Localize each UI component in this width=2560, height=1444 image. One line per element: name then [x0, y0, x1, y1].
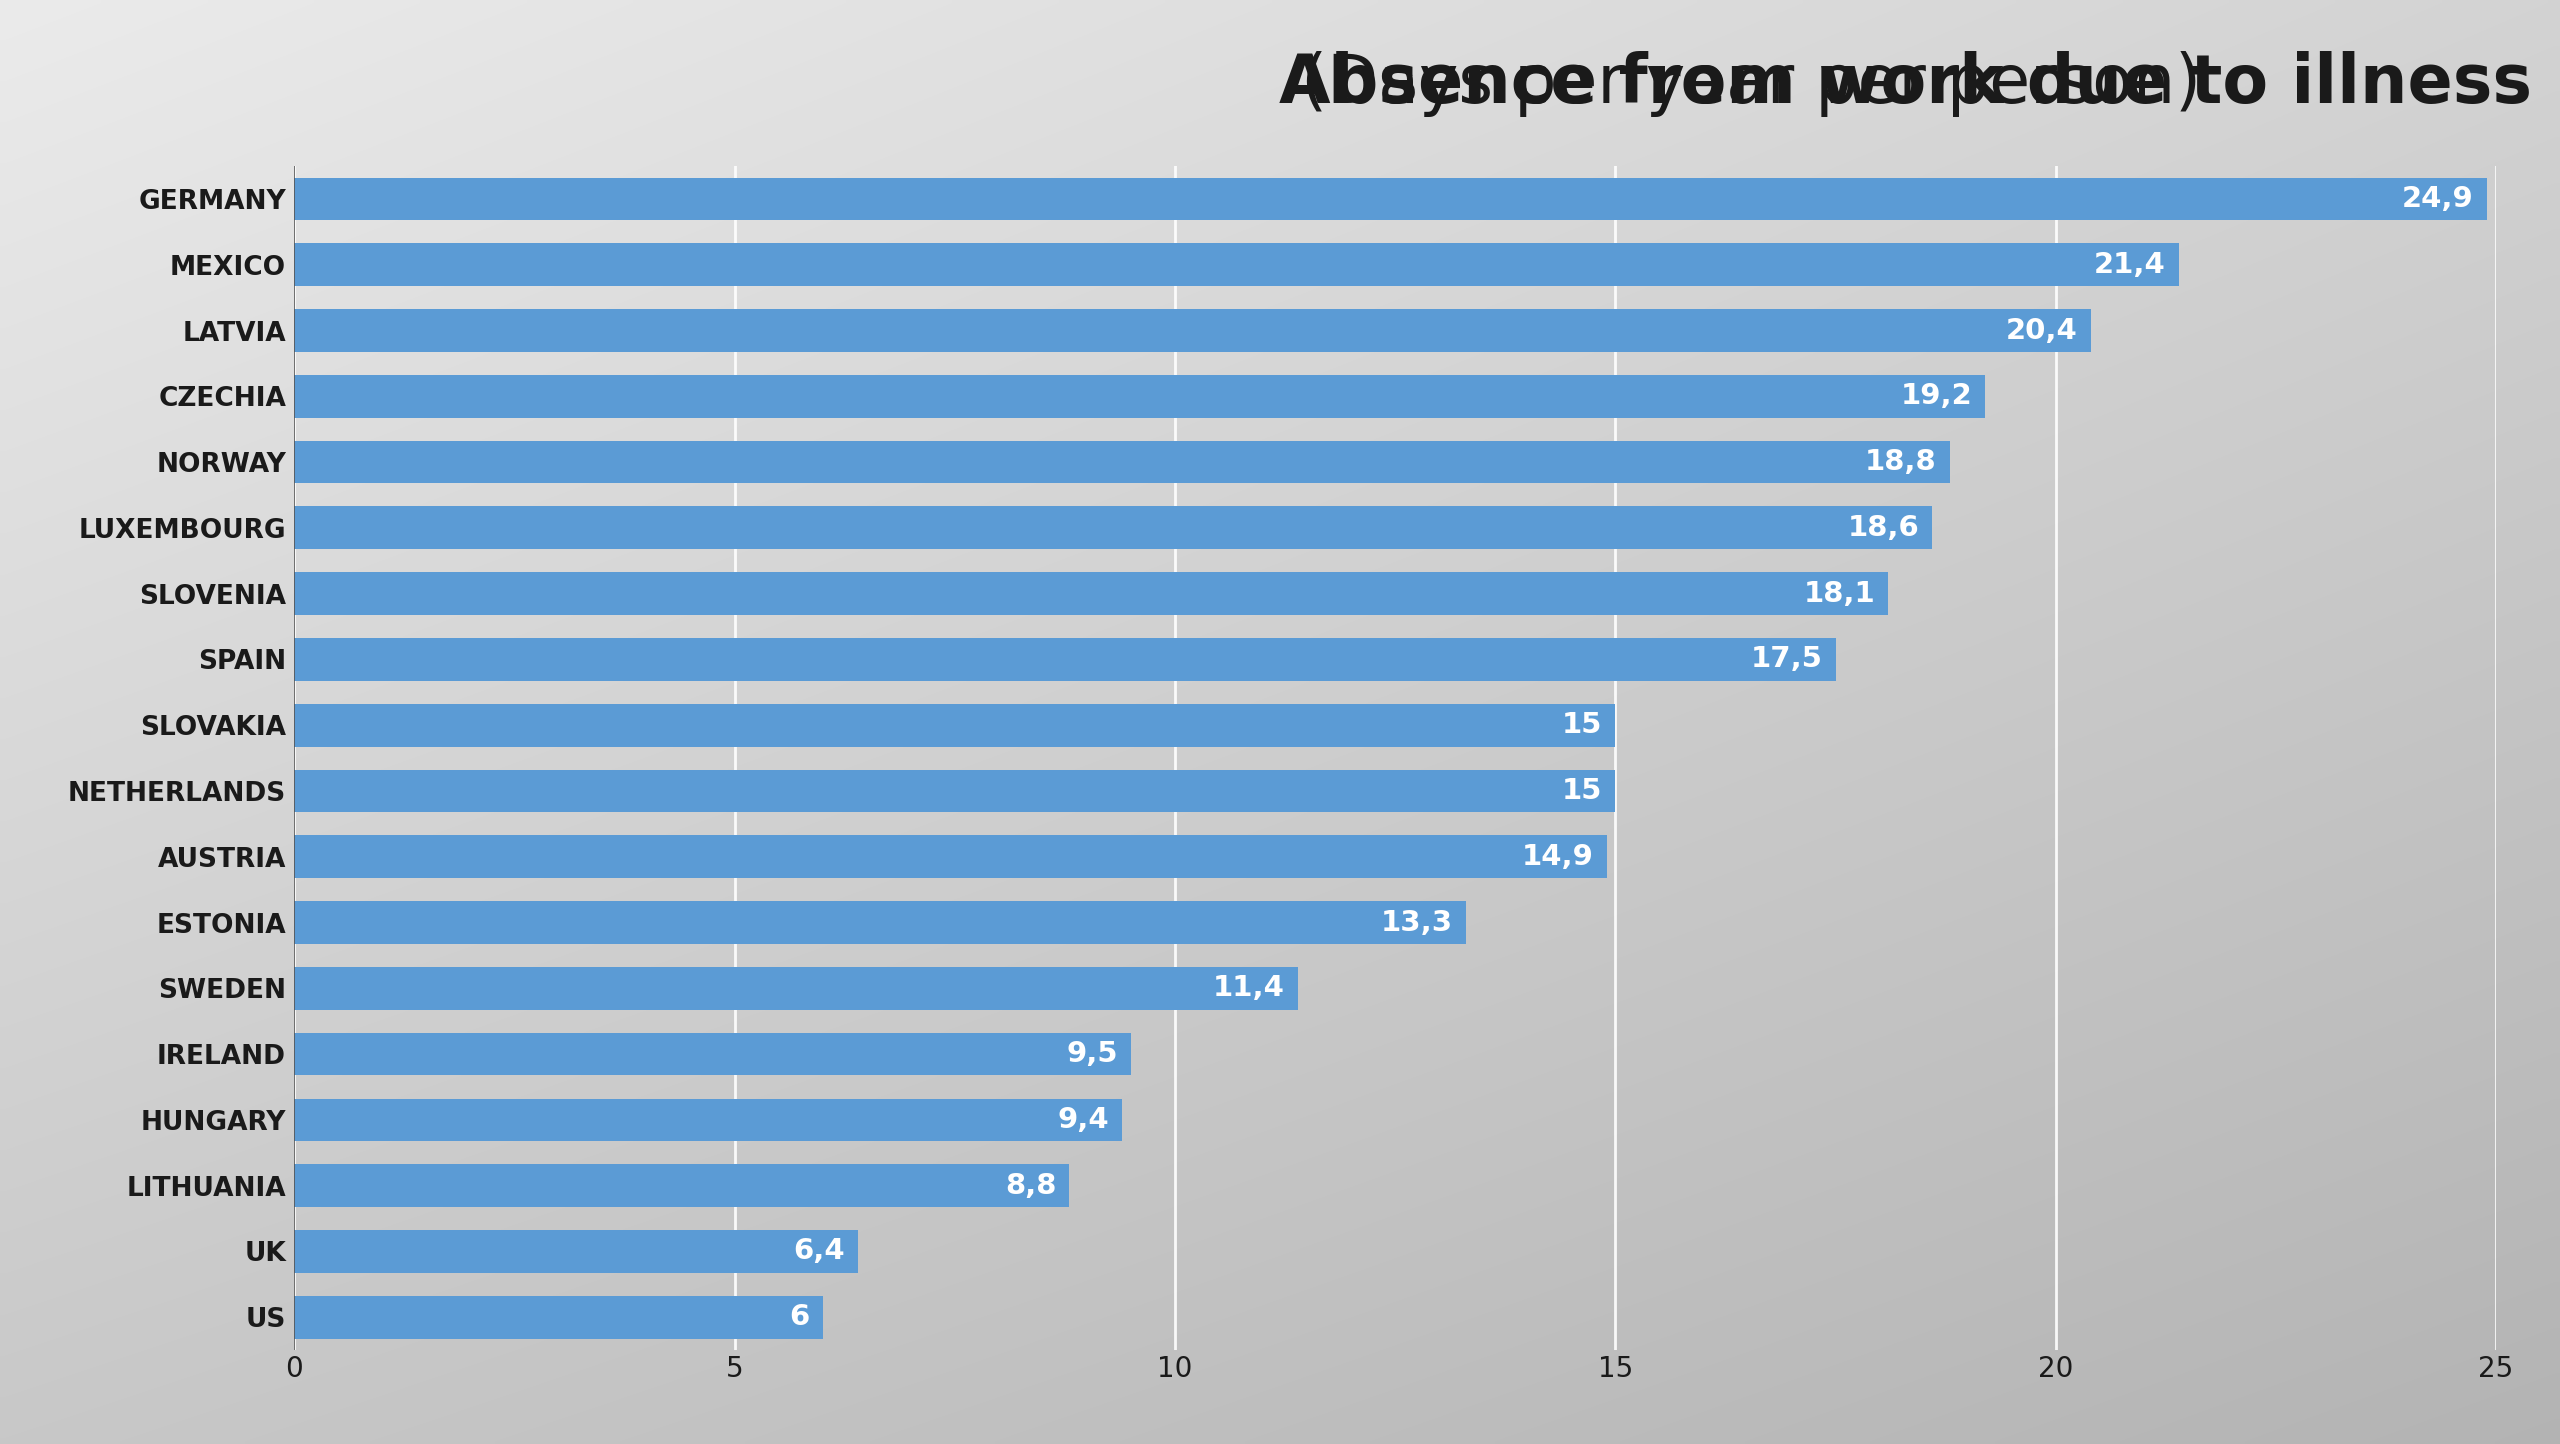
Bar — [294, 967, 1298, 1009]
Bar — [294, 1032, 1132, 1076]
Text: 20,4: 20,4 — [2007, 316, 2079, 345]
Bar — [294, 178, 2488, 221]
Bar — [294, 440, 1951, 484]
Bar — [294, 638, 1836, 680]
Bar — [294, 375, 1984, 417]
Text: 18,1: 18,1 — [1802, 579, 1874, 608]
Bar — [294, 244, 2179, 286]
Bar — [294, 1230, 858, 1272]
Text: 18,6: 18,6 — [1848, 514, 1920, 542]
Bar — [294, 309, 2092, 352]
Text: 6,4: 6,4 — [794, 1238, 845, 1265]
Bar — [294, 836, 1608, 878]
Text: 15: 15 — [1562, 712, 1603, 739]
Text: 9,5: 9,5 — [1068, 1040, 1119, 1069]
Bar — [294, 901, 1467, 944]
Bar — [294, 507, 1933, 549]
Text: 9,4: 9,4 — [1057, 1106, 1108, 1134]
Text: 14,9: 14,9 — [1521, 843, 1592, 871]
Text: 11,4: 11,4 — [1213, 975, 1285, 1002]
Bar — [294, 1164, 1070, 1207]
Text: 13,3: 13,3 — [1380, 908, 1452, 937]
Text: (Days per year per person): (Days per year per person) — [1280, 51, 2202, 117]
Text: 6: 6 — [788, 1304, 809, 1331]
Text: 15: 15 — [1562, 777, 1603, 804]
Text: 17,5: 17,5 — [1751, 645, 1823, 673]
Text: 24,9: 24,9 — [2401, 185, 2473, 212]
Bar — [294, 1295, 822, 1339]
Text: 21,4: 21,4 — [2094, 251, 2166, 279]
Text: 19,2: 19,2 — [1900, 383, 1971, 410]
Bar — [294, 1099, 1121, 1141]
Text: 8,8: 8,8 — [1004, 1171, 1057, 1200]
Text: Absence from work due to illness: Absence from work due to illness — [1280, 51, 2532, 117]
Bar — [294, 770, 1615, 813]
Bar — [294, 572, 1889, 615]
Bar — [294, 703, 1615, 747]
Text: 18,8: 18,8 — [1866, 448, 1938, 477]
